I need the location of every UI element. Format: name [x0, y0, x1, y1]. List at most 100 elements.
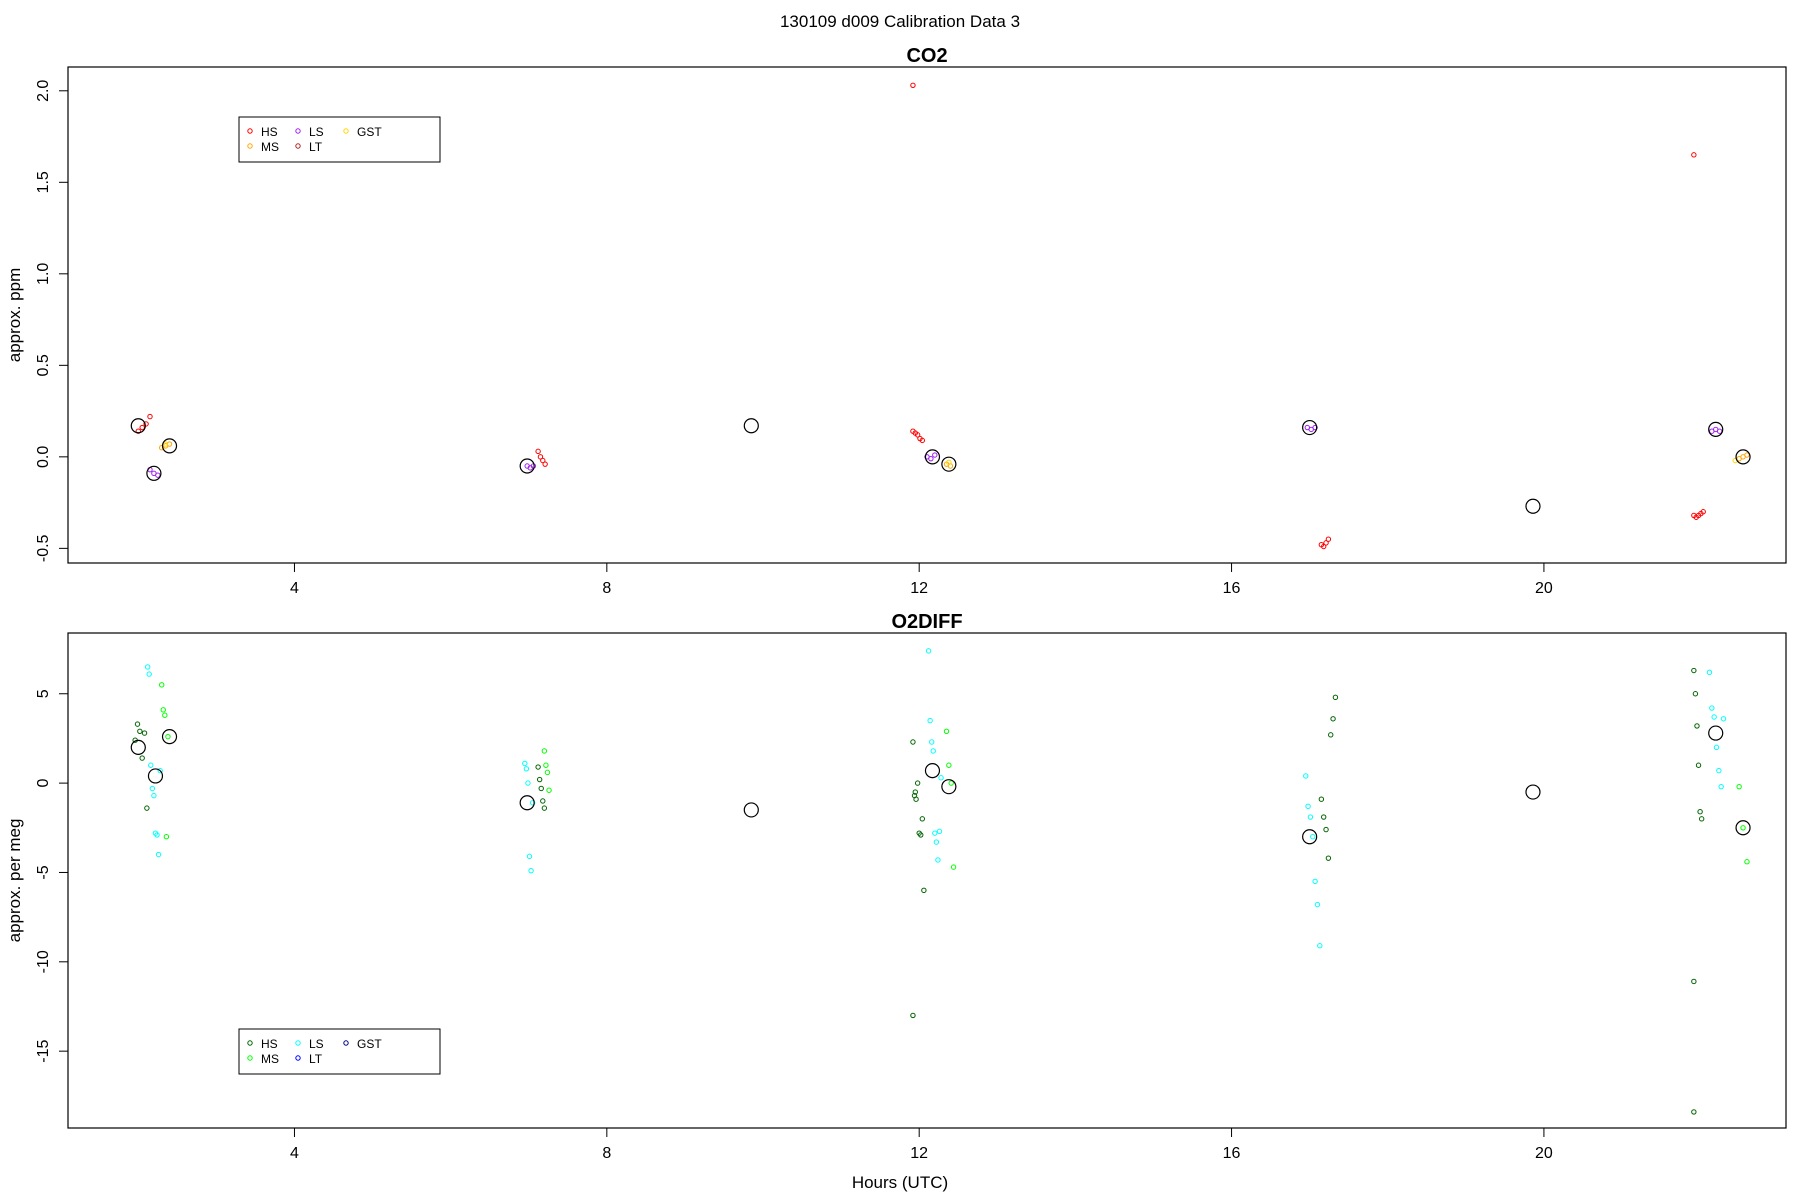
- data-point: [522, 760, 528, 767]
- y-tick-label: -10: [35, 950, 52, 973]
- data-point: [913, 796, 919, 802]
- data-point: [1740, 825, 1746, 831]
- data-point: [1697, 809, 1703, 815]
- data-point: [151, 792, 157, 799]
- data-point: [950, 864, 957, 870]
- legend-marker: [247, 1040, 253, 1046]
- series-ls: [147, 424, 1723, 478]
- data-point: [1321, 543, 1327, 550]
- legend-marker: [295, 1055, 301, 1061]
- legend-label: HS: [261, 1037, 278, 1051]
- data-point: [535, 448, 541, 455]
- data-point: [925, 648, 932, 654]
- series-mean-markers: [130, 418, 1751, 514]
- data-point: [948, 780, 954, 786]
- data-point: [538, 785, 544, 792]
- y-tick-label: 0.0: [35, 446, 52, 468]
- x-tick-label: 4: [290, 1145, 299, 1162]
- data-point: [1332, 694, 1339, 701]
- y-tick-label: 5: [35, 689, 52, 698]
- data-point: [1718, 783, 1724, 790]
- legend-label: GST: [357, 1037, 382, 1051]
- data-point: [1318, 796, 1325, 802]
- data-point: [1694, 723, 1700, 729]
- data-point: [139, 755, 145, 761]
- series-ms: [159, 682, 1750, 870]
- data-point: [1330, 716, 1336, 722]
- series-hs: [135, 82, 1706, 550]
- data-point: [1709, 705, 1715, 711]
- data-point: [933, 839, 940, 845]
- legend-label: LT: [309, 1052, 323, 1066]
- data-point: [162, 712, 168, 718]
- data-point: [918, 832, 924, 838]
- data-point: [155, 851, 162, 858]
- plot-area-frame: [67, 632, 1787, 1129]
- legend-label: LT: [309, 140, 323, 154]
- panel-title: O2DIFF: [891, 611, 962, 633]
- y-axis-label: approx. ppm: [5, 268, 24, 363]
- legend-marker: [247, 1055, 253, 1061]
- y-tick-label: 0.5: [35, 354, 52, 376]
- mean-point: [161, 438, 178, 454]
- data-point: [1691, 1109, 1697, 1115]
- legend-label: HS: [261, 125, 278, 139]
- legend-marker: [343, 128, 349, 134]
- mean-point: [1735, 449, 1751, 465]
- data-point: [946, 459, 952, 466]
- data-point: [946, 762, 952, 768]
- data-point: [1325, 536, 1332, 542]
- data-point: [1700, 509, 1706, 515]
- data-point: [149, 785, 156, 792]
- data-point: [1305, 803, 1311, 810]
- data-point: [1323, 826, 1329, 833]
- x-tick-label: 12: [910, 1145, 928, 1162]
- data-point: [144, 805, 150, 811]
- legend-label: LS: [309, 1037, 324, 1051]
- data-point: [919, 816, 926, 822]
- data-point: [154, 832, 160, 838]
- data-point: [1321, 814, 1327, 820]
- data-point: [540, 457, 546, 464]
- data-point: [528, 867, 534, 874]
- data-point: [144, 664, 151, 670]
- data-point: [146, 671, 152, 677]
- data-point: [921, 887, 927, 894]
- data-point: [1317, 943, 1323, 949]
- data-point: [525, 780, 531, 786]
- legend-box: [238, 1028, 441, 1075]
- data-point: [935, 857, 941, 863]
- series-ls: [144, 648, 1727, 949]
- mean-point: [519, 795, 535, 811]
- data-point: [1744, 452, 1750, 458]
- chart-panel-2: O2DIFF 4 8 12 16 20 -15 -10 -5 0 5 approx. per meg H…: [5, 611, 1787, 1162]
- data-point: [541, 805, 548, 811]
- data-point: [1744, 859, 1750, 865]
- x-tick-label: 16: [1223, 580, 1241, 597]
- data-point: [938, 775, 944, 781]
- mean-point: [1525, 784, 1541, 800]
- data-point: [148, 762, 154, 768]
- y-tick-label: 1.5: [35, 171, 52, 193]
- legend-marker: [247, 143, 253, 149]
- mean-point: [130, 739, 146, 755]
- legend-marker: [295, 128, 301, 134]
- data-point: [542, 461, 548, 467]
- y-tick-label: 0: [35, 779, 52, 788]
- mean-point: [519, 458, 535, 474]
- data-point: [943, 728, 950, 734]
- x-tick-label: 16: [1223, 1145, 1241, 1162]
- data-point: [1720, 716, 1727, 722]
- data-point: [141, 730, 148, 736]
- data-point: [930, 748, 936, 754]
- series-mean-markers: [130, 725, 1751, 845]
- data-point: [135, 428, 141, 434]
- data-point: [932, 830, 938, 836]
- data-point: [1303, 773, 1309, 779]
- data-point: [1695, 762, 1702, 768]
- data-point: [1312, 878, 1318, 885]
- data-point: [544, 769, 551, 776]
- y-tick-label: 2.0: [35, 80, 52, 102]
- data-point: [1323, 540, 1329, 546]
